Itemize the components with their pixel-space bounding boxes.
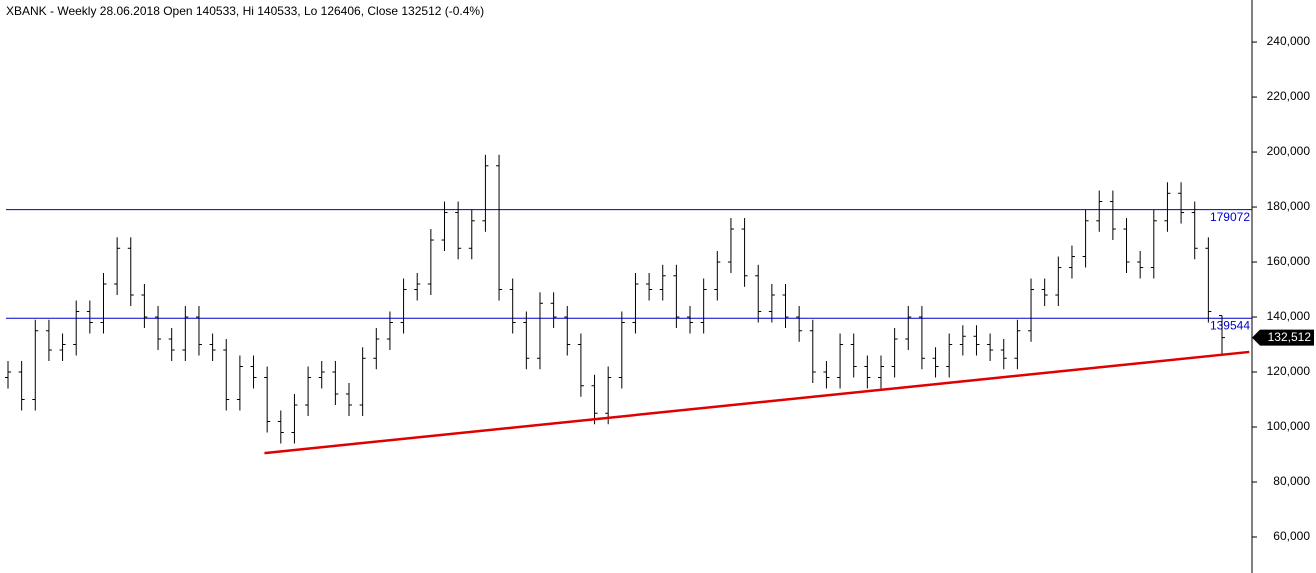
y-tick-label: 100,000 [1267,419,1311,433]
y-tick-label: 80,000 [1273,474,1310,488]
y-tick-label: 60,000 [1273,529,1310,543]
y-tick-label: 160,000 [1267,254,1311,268]
level-label: 139544 [1210,318,1250,332]
last-price-label: 132,512 [1268,330,1312,344]
y-tick-label: 180,000 [1267,199,1311,213]
y-tick-label: 240,000 [1267,34,1311,48]
y-tick-label: 140,000 [1267,309,1311,323]
level-label: 179072 [1210,210,1250,224]
y-tick-label: 200,000 [1267,144,1311,158]
last-price-marker [1252,329,1314,346]
y-tick-label: 220,000 [1267,89,1311,103]
trendline [264,350,1250,455]
y-tick-label: 120,000 [1267,364,1311,378]
chart-title: XBANK - Weekly 28.06.2018 Open 140533, H… [6,4,484,18]
